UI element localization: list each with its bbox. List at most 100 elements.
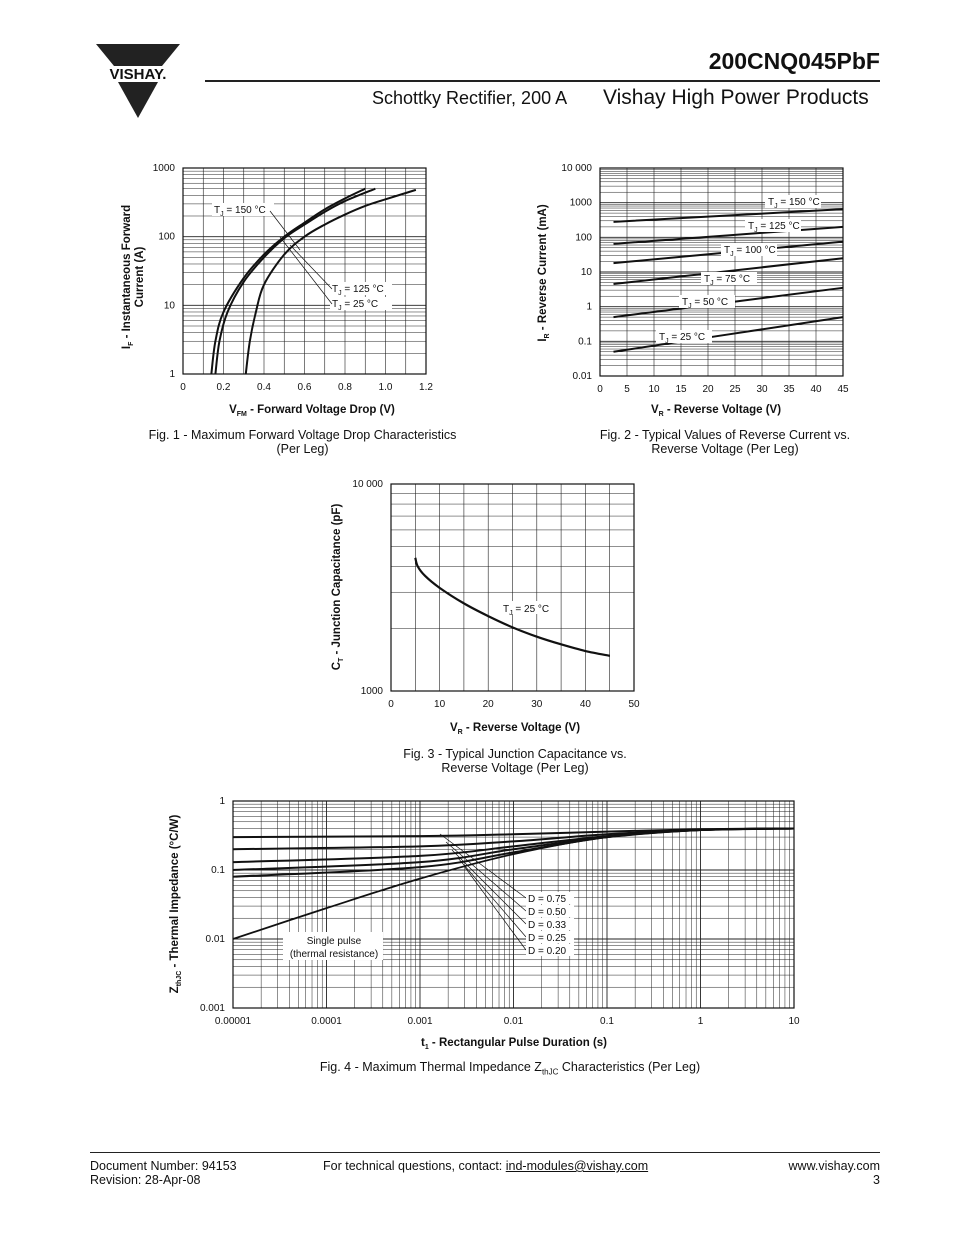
y-tick-label: 100: [575, 232, 592, 243]
fig1-xlabel: VFM - Forward Voltage Drop (V): [229, 404, 395, 418]
x-tick-label: 0.8: [338, 382, 352, 393]
x-tick-label: 0: [597, 384, 603, 395]
fig2-series-line-1: [613, 225, 844, 245]
y-tick-label: 1: [219, 796, 225, 807]
fig2-series-label-4: TJ = 50 °C: [682, 297, 728, 310]
fig3-label-bg: [500, 601, 556, 614]
y-tick-label: 10 000: [352, 479, 383, 490]
fig1-series-line-0: [210, 187, 366, 375]
fig4-label-bg: [526, 905, 574, 917]
y-tick-label: 10: [581, 267, 593, 278]
y-tick-label: 10 000: [561, 163, 592, 174]
fig4-label-bg: [283, 932, 383, 960]
x-tick-label: 40: [810, 384, 822, 395]
fig2-label-bg: [701, 272, 757, 285]
website: www.vishay.com: [788, 1159, 880, 1173]
fig2-series-label-1: TJ = 125 °C: [748, 221, 800, 234]
footer-contact: For technical questions, contact: ind-mo…: [323, 1159, 649, 1173]
fig4-ylabel: ZthJC - Thermal Impedance (°C/W): [169, 815, 183, 994]
fig4-series-label-1: D = 0.50: [528, 907, 567, 918]
y-tick-label: 10: [164, 300, 176, 311]
division-name: Vishay High Power Products: [603, 86, 869, 109]
fig3-series-line-0: [414, 557, 610, 657]
x-tick-label: 0: [180, 382, 186, 393]
fig1-caption: Fig. 1 - Maximum Forward Voltage Drop Ch…: [148, 428, 457, 456]
x-tick-label: 0.01: [504, 1016, 524, 1027]
x-tick-label: 0.00001: [215, 1016, 252, 1027]
fig1-leader: [279, 236, 333, 305]
fig2-label-bg: [765, 195, 821, 208]
fig4-single-pulse-label: Single pulse: [307, 936, 362, 947]
y-tick-label: 0.1: [211, 865, 225, 876]
fig2-series-line-3: [613, 257, 844, 286]
fig4-leader: [451, 849, 527, 925]
fig4-caption: Fig. 4 - Maximum Thermal Impedance ZthJC…: [319, 1060, 701, 1077]
fig3-caption: Fig. 3 - Typical Junction Capacitance vs…: [403, 747, 627, 775]
plot-frame: [390, 483, 635, 692]
x-tick-label: 0.4: [257, 382, 271, 393]
fig2-label-bg: [679, 295, 735, 308]
x-tick-label: 1.0: [379, 382, 393, 393]
plot-frame: [182, 167, 427, 375]
x-tick-label: 0: [388, 699, 394, 710]
page-number: 3: [873, 1173, 880, 1187]
y-tick-label: 1000: [570, 198, 593, 209]
fig2-chart: 0 5 10 15 20 25 30 35 40 45 0.01 0.1 1 10 100 1000 10 00…: [537, 163, 849, 418]
x-tick-label: 0.0001: [311, 1016, 342, 1027]
brand-text: VISHAY.: [110, 66, 167, 83]
fig4-leader: [445, 841, 527, 912]
fig3-xlabel: VR - Reverse Voltage (V): [450, 722, 580, 736]
fig1-series-label-2: TJ = 25 °C: [332, 299, 378, 312]
fig4-leader: [463, 865, 527, 951]
plot-frame: [232, 800, 795, 1009]
fig1-series-line-2: [244, 188, 417, 375]
fig1-ylabel-line2: Current (A): [134, 246, 146, 307]
fig2-xlabel: VR - Reverse Voltage (V): [651, 404, 781, 418]
plot-frame: [599, 167, 844, 377]
fig4-label-bg: [526, 918, 574, 930]
y-tick-label: 1: [169, 369, 175, 380]
fig4-label-bg: [526, 931, 574, 943]
contact-email-link[interactable]: ind-modules@vishay.com: [505, 1159, 649, 1173]
x-tick-label: 0.1: [600, 1016, 614, 1027]
doc-number: Document Number: 94153: [90, 1159, 237, 1173]
fig1-chart: 0 0.2 0.4 0.6 0.8 1.0 1.2 1 10 100 1000 TJ = 150 °…: [121, 163, 433, 418]
x-tick-label: 25: [729, 384, 741, 395]
fig4-label-bg: [526, 944, 574, 956]
fig2-label-bg: [745, 219, 801, 232]
x-tick-label: 10: [788, 1016, 800, 1027]
fig1-series-label-1: TJ = 125 °C: [332, 284, 384, 297]
fig4-label-bg: [526, 892, 574, 904]
fig2-label-bg: [656, 330, 712, 343]
fig4-series-label-4: D = 0.20: [528, 946, 567, 957]
fig1-series-line-1: [214, 187, 376, 375]
x-tick-label: 20: [483, 699, 495, 710]
fig2-series-label-0: TJ = 150 °C: [768, 197, 820, 210]
y-tick-label: 100: [158, 232, 175, 243]
fig1-ylabel: IF - Instantaneous Forward: [121, 205, 135, 349]
x-tick-label: 35: [783, 384, 795, 395]
x-tick-label: 20: [702, 384, 714, 395]
product-subtitle: Schottky Rectifier, 200 A: [372, 88, 568, 108]
fig4-single-pulse-label-2: (thermal resistance): [290, 949, 378, 960]
fig3-chart: 0 10 20 30 40 50 1000 10 000 TJ = 25 °C VR - Re…: [331, 479, 640, 736]
header-rule: [205, 80, 880, 82]
y-tick-label: 0.001: [200, 1003, 225, 1014]
fig1-label-bg: [330, 282, 392, 295]
y-tick-label: 1: [586, 302, 592, 313]
fig4-leader: [439, 833, 527, 899]
x-tick-label: 0.2: [217, 382, 231, 393]
x-tick-label: 5: [624, 384, 630, 395]
fig4-leader: [457, 857, 527, 938]
fig2-label-bg: [721, 243, 777, 256]
fig2-series-label-3: TJ = 75 °C: [704, 274, 750, 287]
fig1-leader: [289, 244, 333, 290]
y-tick-label: 0.01: [206, 934, 226, 945]
x-tick-label: 50: [628, 699, 640, 710]
x-tick-label: 1.2: [419, 382, 433, 393]
x-tick-label: 45: [837, 384, 849, 395]
x-tick-label: 0.001: [407, 1016, 432, 1027]
part-number: 200CNQ045PbF: [708, 48, 880, 74]
fig3-series-label-0: TJ = 25 °C: [503, 604, 549, 617]
revision: Revision: 28-Apr-08: [90, 1173, 201, 1187]
